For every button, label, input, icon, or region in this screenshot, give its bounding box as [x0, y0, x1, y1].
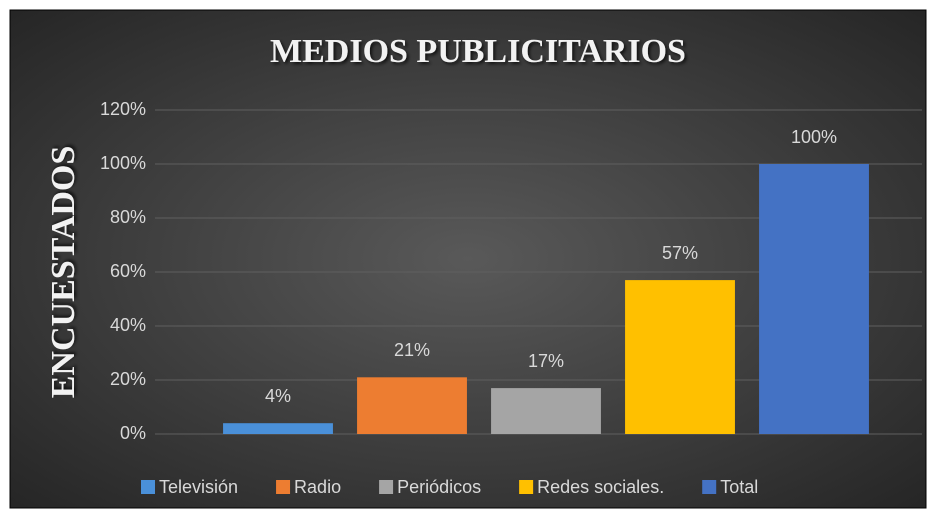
- legend-swatch: [702, 480, 717, 494]
- legend-swatch: [141, 480, 155, 494]
- y-tick-label: 40%: [110, 315, 146, 335]
- y-tick-label: 80%: [110, 207, 146, 227]
- data-label: 4%: [265, 386, 291, 406]
- legend-label: Radio: [294, 477, 341, 497]
- y-tick-label: 60%: [110, 261, 146, 281]
- bar: [759, 164, 869, 434]
- y-tick-label: 100%: [100, 153, 146, 173]
- legend-label: Televisión: [159, 477, 238, 497]
- legend-swatch: [379, 480, 394, 494]
- chart-title: MEDIOS PUBLICITARIOS: [270, 33, 686, 70]
- data-label: 17%: [528, 351, 564, 371]
- bar: [223, 423, 333, 434]
- legend-swatch: [276, 480, 291, 494]
- y-tick-label: 0%: [120, 423, 146, 443]
- legend-label: Periódicos: [397, 477, 481, 497]
- data-label: 21%: [394, 340, 430, 360]
- y-tick-label: 20%: [110, 369, 146, 389]
- legend-label: Total: [720, 477, 758, 497]
- bar: [625, 280, 735, 434]
- data-label: 100%: [791, 127, 837, 147]
- bar: [357, 377, 467, 434]
- bar: [491, 388, 601, 434]
- data-label: 57%: [662, 243, 698, 263]
- y-tick-label: 120%: [100, 99, 146, 119]
- legend-swatch: [519, 480, 534, 494]
- y-axis-label: ENCUESTADOS: [45, 146, 82, 399]
- legend-label: Redes sociales.: [537, 477, 664, 497]
